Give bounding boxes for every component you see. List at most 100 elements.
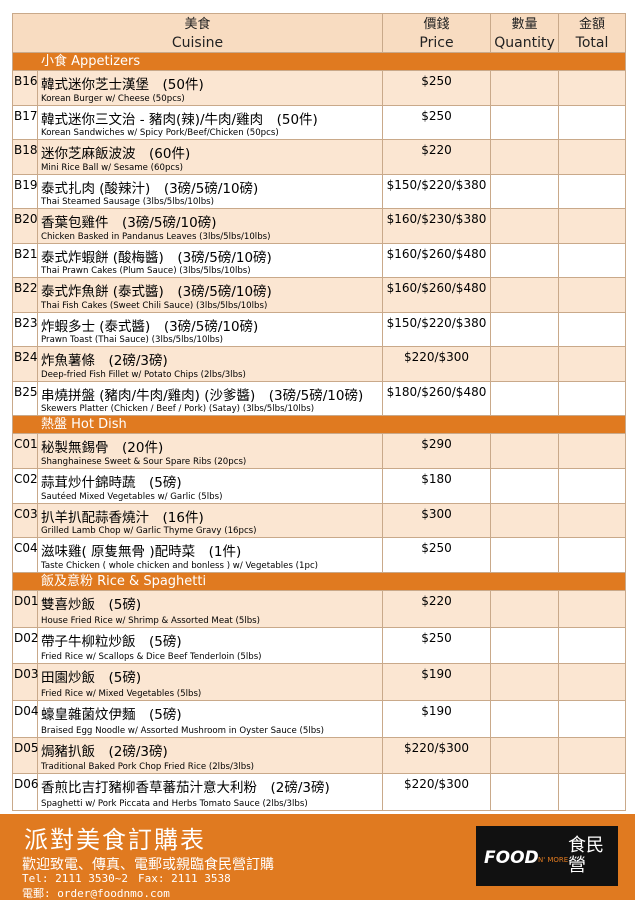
item-name: 帶子牛柳粒炒飯 (5磅) [41, 633, 182, 650]
item-cell: 田園炒飯 (5磅) Fried Rice w/ Mixed Vegetables … [38, 664, 383, 701]
qty-cell [491, 701, 559, 738]
item-desc: Grilled Lamb Chop w/ Garlic Thyme Gravy … [41, 526, 257, 537]
item-price: $220/$300 [383, 737, 491, 775]
item-desc: Mini Rice Ball w/ Sesame (60pcs) [41, 162, 183, 173]
qty-cell [491, 627, 559, 665]
total-header-en: Total [575, 35, 609, 51]
qty-cell [491, 209, 559, 244]
item-name: 韓式迷你芝士漢堡 (50件) [41, 77, 204, 93]
total-cell [559, 243, 626, 278]
item-name: 焗豬扒飯 (2磅/3磅) [41, 743, 168, 760]
item-cell: 雙喜炒飯 (5磅) House Fried Rice w/ Shrimp & As… [38, 591, 383, 628]
section-header: 飯及意粉 Rice & Spaghetti [13, 573, 626, 592]
total-cell [559, 701, 626, 738]
item-code: B17 [13, 105, 38, 140]
item-price: $250 [383, 105, 491, 140]
item-desc: Korean Burger w/ Cheese (50pcs) [41, 93, 185, 104]
price-header-en: Price [419, 35, 454, 51]
item-cell: 帶子牛柳粒炒飯 (5磅) Fried Rice w/ Scallops & Dic… [38, 627, 383, 665]
total-cell [559, 627, 626, 665]
item-name: 蒜茸炒什錦時蔬 (5磅) [41, 474, 182, 491]
qty-cell [491, 737, 559, 775]
item-desc: Traditional Baked Pork Chop Fried Rice (… [41, 762, 255, 773]
item-price: $220/$300 [383, 774, 491, 811]
total-cell [559, 468, 626, 504]
item-cell: 香葉包雞件 (3磅/5磅/10磅) Chicken Basked in Panda… [38, 209, 383, 244]
total-cell [559, 312, 626, 347]
item-name: 韓式迷你三文治 - 豬肉(辣)/牛肉/雞肉 (50件) [41, 111, 318, 128]
item-name: 扒羊扒配蒜香燒汁 (16件) [41, 509, 204, 526]
item-code: C04 [13, 538, 38, 574]
total-cell [559, 774, 626, 811]
item-code: B23 [13, 312, 38, 347]
item-name: 炸蝦多士 (泰式醬) (3磅/5磅/10磅) [41, 318, 259, 335]
item-price: $160/$260/$480 [383, 243, 491, 278]
item-cell: 香煎比吉打豬柳香草蕃茄汁意大利粉 (2磅/3磅) Spaghetti w/ Por… [38, 774, 383, 811]
item-price: $160/$260/$480 [383, 278, 491, 313]
item-code: C01 [13, 434, 38, 469]
item-desc: Spaghetti w/ Pork Piccata and Herbs Toma… [41, 798, 308, 809]
total-cell [559, 434, 626, 469]
item-code: C02 [13, 468, 38, 504]
total-cell [559, 538, 626, 574]
item-code: D05 [13, 737, 39, 775]
total-cell [559, 381, 626, 416]
item-price: $180 [383, 468, 491, 504]
item-desc: Taste Chicken ( whole chicken and bonles… [41, 561, 319, 572]
item-code: B22 [13, 278, 38, 313]
logo-en2: N' MORE [538, 856, 569, 864]
qty-cell [491, 140, 559, 175]
price-header: 價錢 Price [383, 14, 491, 53]
item-price: $290 [383, 434, 491, 469]
item-desc: Prawn Toast (Thai Sauce) (3lbs/5lbs/10lb… [41, 335, 223, 345]
qty-cell [491, 468, 559, 504]
fax: Fax: 2111 3538 [138, 872, 231, 885]
qty-cell [491, 174, 559, 209]
item-cell: 泰式炸魚餅 (泰式醬) (3磅/5磅/10磅) Thai Fish Cakes (… [38, 278, 383, 313]
total-cell [559, 278, 626, 313]
item-name: 泰式炸蝦餅 (酸梅醬) (3磅/5磅/10磅) [41, 249, 272, 266]
item-name: 雙喜炒飯 (5磅) [41, 597, 142, 614]
item-desc: Braised Egg Noodle w/ Assorted Mushroom … [41, 725, 325, 736]
item-price: $250 [383, 71, 491, 106]
qty-cell [491, 312, 559, 347]
item-code: B21 [13, 243, 38, 278]
item-cell: 蒜茸炒什錦時蔬 (5磅) Sautéed Mixed Vegetables w/ … [38, 468, 383, 504]
item-cell: 串燒拼盤 (豬肉/牛肉/雞肉) (沙爹醬) (3磅/5磅/10磅) Skewers… [38, 381, 383, 416]
footer: 派對美食訂購表 歡迎致電、傳真、電郵或親臨食民營訂購 Tel: 2111 353… [0, 814, 635, 900]
item-cell: 扒羊扒配蒜香燒汁 (16件) Grilled Lamb Chop w/ Garli… [38, 503, 383, 539]
item-cell: 泰式炸蝦餅 (酸梅醬) (3磅/5磅/10磅) Thai Prawn Cakes … [38, 243, 383, 278]
total-cell [559, 503, 626, 539]
item-code: B18 [13, 140, 38, 175]
footer-line: 歡迎致電、傳真、電郵或親臨食民營訂購 [22, 857, 274, 873]
item-code: B25 [13, 381, 38, 416]
item-desc: Korean Sandwiches w/ Spicy Pork/Beef/Chi… [41, 128, 279, 138]
item-desc: Thai Steamed Sausage (3lbs/5lbs/10lbs) [41, 197, 215, 207]
menu-table: 美食 Cuisine 價錢 Price 數量 Quantity 金額 Total 小食 Appe… [12, 13, 626, 811]
qty-header: 數量 Quantity [491, 14, 559, 53]
qty-cell [491, 347, 559, 382]
total-cell [559, 347, 626, 382]
total-cell [559, 591, 626, 628]
qty-cell [491, 243, 559, 278]
item-price: $160/$230/$380 [383, 209, 491, 244]
logo: FOOD N' MORE 食民營 [476, 826, 618, 886]
item-name: 串燒拼盤 (豬肉/牛肉/雞肉) (沙爹醬) (3磅/5磅/10磅) [41, 387, 364, 404]
item-cell: 秘製無錫骨 (20件) Shanghainese Sweet & Sour Spa… [38, 434, 383, 469]
cuisine-header-en: Cuisine [171, 35, 224, 51]
tel: Tel: 2111 3530~2 [22, 872, 128, 885]
item-name: 蠔皇雜菌炆伊麵 (5磅) [41, 707, 182, 723]
item-name: 迷你芝麻飯波波 (60件) [41, 146, 191, 162]
item-code: B20 [13, 209, 38, 244]
section-header: 小食 Appetizers [13, 53, 626, 71]
item-price: $220 [383, 140, 491, 175]
item-name: 泰式炸魚餅 (泰式醬) (3磅/5磅/10磅) [41, 284, 272, 300]
qty-cell [491, 664, 559, 701]
item-code: B19 [13, 174, 38, 209]
item-cell: 焗豬扒飯 (2磅/3磅) Traditional Baked Pork Chop … [38, 737, 383, 775]
qty-cell [491, 434, 559, 469]
item-desc: Sautéed Mixed Vegetables w/ Garlic (5lbs… [41, 491, 223, 502]
item-code: D02 [13, 627, 39, 665]
total-cell [559, 105, 626, 140]
item-name: 秘製無錫骨 (20件) [41, 440, 164, 456]
